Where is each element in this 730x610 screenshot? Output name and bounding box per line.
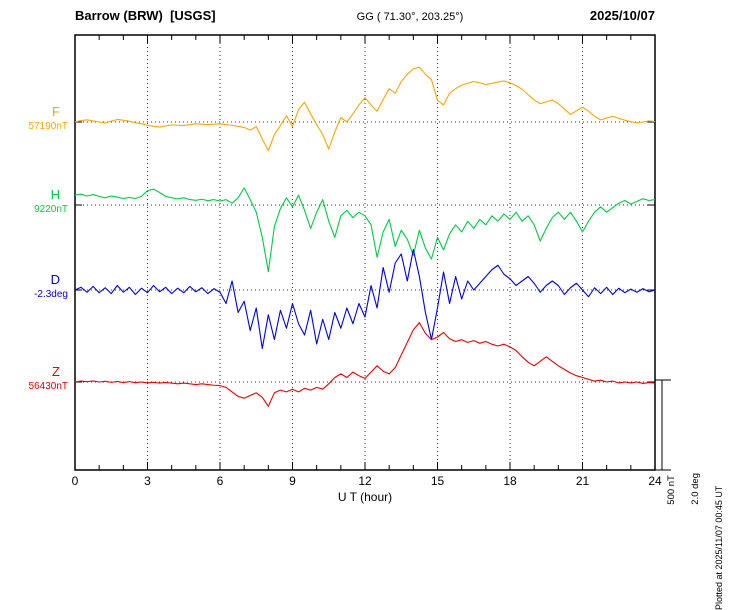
x-tick-label: 21 <box>575 474 590 488</box>
x-tick-label: 6 <box>216 474 224 488</box>
geographic-coordinates: GG ( 71.30°, 203.25°) <box>356 11 464 23</box>
plot-date: 2025/10/07 <box>589 8 655 23</box>
trace-baseline-value-Z: 56430nT <box>28 381 68 392</box>
trace-baseline-value-H: 9220nT <box>34 204 68 215</box>
trace-label-F: F 57190nT <box>2 104 68 133</box>
x-tick-label: 15 <box>430 474 445 488</box>
x-tick-label: 9 <box>289 474 296 488</box>
trace-label-Z: Z 56430nT <box>2 364 68 393</box>
trace-H <box>74 187 656 273</box>
scale-bar-label: 500 nT 2.0 deg <box>654 460 702 510</box>
plot-frame <box>74 34 656 471</box>
plotted-timestamp-note: Plotted at 2025/11/07 00:45 UT <box>714 485 724 610</box>
trace-Z <box>74 322 656 407</box>
scale-nT-label: 500 nT <box>666 475 677 505</box>
trace-D <box>74 248 656 350</box>
x-tick-label: 12 <box>358 474 372 488</box>
trace-F <box>74 66 656 152</box>
trace-label-H: H 9220nT <box>2 187 68 216</box>
station-title: Barrow (BRW) [USGS] <box>75 8 216 23</box>
trace-label-D: D -2.3deg <box>2 272 68 301</box>
scale-deg-label: 2.0 deg <box>690 473 701 505</box>
trace-letter-F: F <box>52 104 60 119</box>
trace-letter-Z: Z <box>52 364 60 379</box>
trace-letter-D: D <box>50 272 60 287</box>
x-axis-label: U T (hour) <box>337 490 393 504</box>
x-tick-label: 24 <box>648 474 662 488</box>
x-tick-label: 0 <box>71 474 79 488</box>
magnetogram-plot <box>74 34 671 471</box>
x-tick-label: 18 <box>503 474 517 488</box>
trace-letter-H: H <box>50 187 60 202</box>
x-tick-label: 3 <box>144 474 151 488</box>
trace-baseline-value-F: 57190nT <box>28 121 68 132</box>
trace-baseline-value-D: -2.3deg <box>34 289 68 300</box>
